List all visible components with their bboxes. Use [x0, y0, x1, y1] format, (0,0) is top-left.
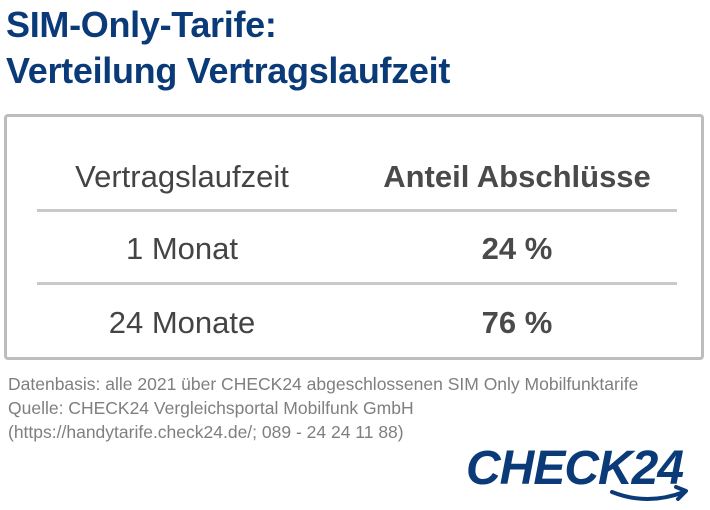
table-cell-share-1: 24 %: [481, 231, 553, 266]
check24-logo: CHECK24: [466, 442, 688, 501]
logo-wordmark: CHECK24: [466, 442, 683, 495]
page-title: SIM-Only-Tarife: Verteilung Vertragslauf…: [6, 2, 450, 94]
data-table: Vertragslaufzeit Anteil Abschlüsse 1 Mon…: [4, 114, 704, 360]
table-divider: [37, 209, 677, 212]
title-line-1: SIM-Only-Tarife:: [6, 4, 277, 45]
table-cell-duration-2: 24 Monate: [108, 305, 256, 340]
source-footnote: Datenbasis: alle 2021 über CHECK24 abges…: [8, 372, 638, 444]
table-divider: [37, 282, 677, 285]
footnote-source: Quelle: CHECK24 Vergleichsportal Mobilfu…: [8, 398, 414, 418]
footnote-data-basis: Datenbasis: alle 2021 über CHECK24 abges…: [8, 374, 639, 394]
table-cell-share-2: 76 %: [481, 305, 553, 340]
column-header-duration: Vertragslaufzeit: [75, 159, 289, 194]
column-header-share: Anteil Abschlüsse: [383, 159, 651, 194]
logo-arrow-icon: [674, 485, 688, 501]
footnote-contact: (https://handytarife.check24.de/; 089 - …: [8, 422, 404, 442]
table-cell-duration-1: 1 Monat: [125, 231, 238, 266]
logo-swoosh: [610, 490, 686, 501]
title-line-2: Verteilung Vertragslaufzeit: [6, 50, 451, 91]
